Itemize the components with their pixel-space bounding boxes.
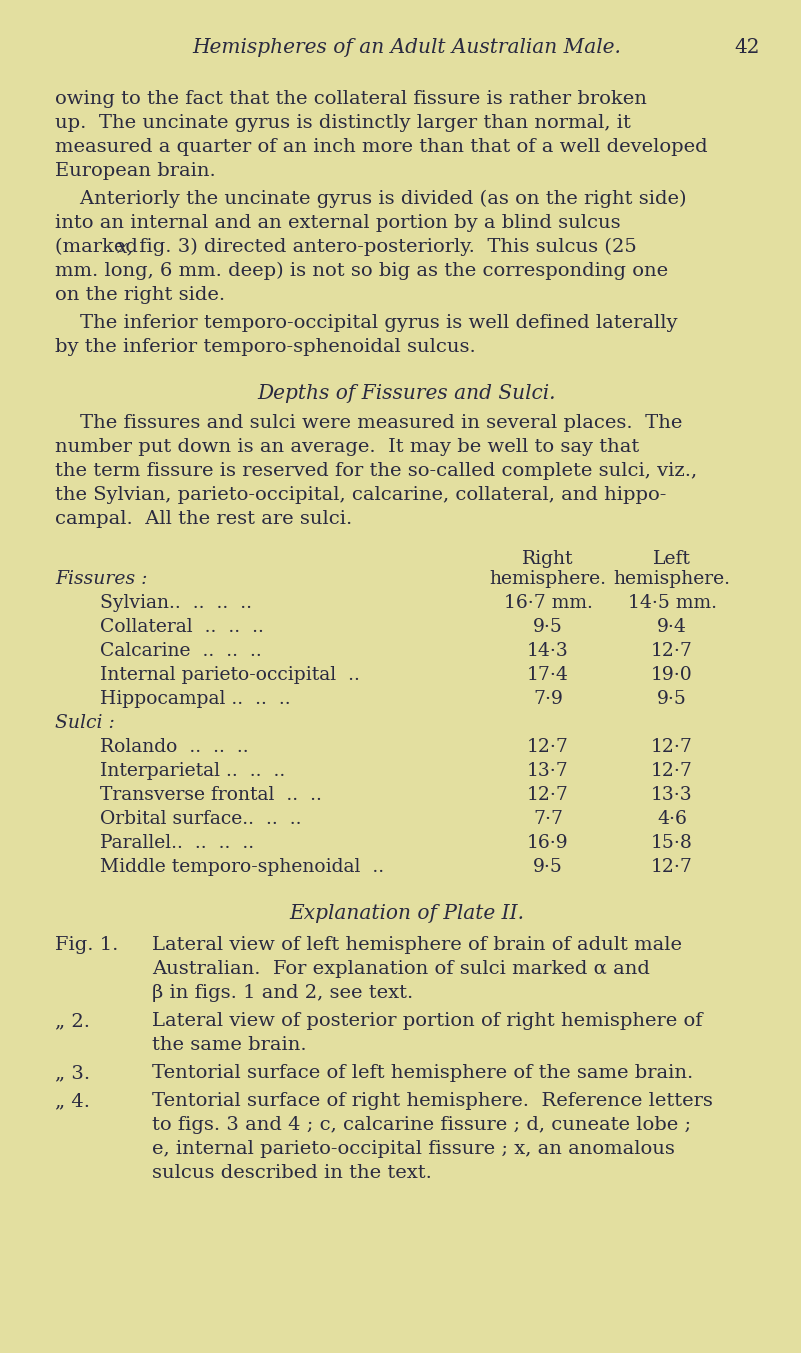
Text: Hemispheres of an Adult Australian Male.: Hemispheres of an Adult Australian Male.: [192, 38, 622, 57]
Text: Left: Left: [653, 551, 691, 568]
Text: Fig. 1.: Fig. 1.: [55, 936, 119, 954]
Text: „ 4.: „ 4.: [55, 1092, 90, 1109]
Text: 14·3: 14·3: [527, 643, 569, 660]
Text: 9·5: 9·5: [533, 618, 563, 636]
Text: hemisphere.: hemisphere.: [614, 570, 731, 589]
Text: 12·7: 12·7: [527, 737, 569, 756]
Text: the Sylvian, parieto-occipital, calcarine, collateral, and hippo-: the Sylvian, parieto-occipital, calcarin…: [55, 486, 666, 505]
Text: 12·7: 12·7: [651, 858, 693, 875]
Text: 4·6: 4·6: [657, 810, 687, 828]
Text: mm. long, 6 mm. deep) is not so big as the corresponding one: mm. long, 6 mm. deep) is not so big as t…: [55, 262, 668, 280]
Text: Anteriorly the uncinate gyrus is divided (as on the right side): Anteriorly the uncinate gyrus is divided…: [55, 189, 686, 208]
Text: The inferior temporo-occipital gyrus is well defined laterally: The inferior temporo-occipital gyrus is …: [55, 314, 678, 331]
Text: Calcarine  ..  ..  ..: Calcarine .. .. ..: [100, 643, 262, 660]
Text: 9·4: 9·4: [657, 618, 687, 636]
Text: 42: 42: [735, 38, 760, 57]
Text: 15·8: 15·8: [651, 833, 693, 852]
Text: by the inferior temporo-sphenoidal sulcus.: by the inferior temporo-sphenoidal sulcu…: [55, 338, 476, 356]
Text: Rolando  ..  ..  ..: Rolando .. .. ..: [100, 737, 248, 756]
Text: e, internal parieto-occipital fissure ; x, an anomalous: e, internal parieto-occipital fissure ; …: [152, 1141, 675, 1158]
Text: (marked: (marked: [55, 238, 144, 256]
Text: owing to the fact that the collateral fissure is rather broken: owing to the fact that the collateral fi…: [55, 91, 647, 108]
Text: „ 3.: „ 3.: [55, 1063, 91, 1082]
Text: Transverse frontal  ..  ..: Transverse frontal .. ..: [100, 786, 322, 804]
Text: 12·7: 12·7: [651, 643, 693, 660]
Text: 7·7: 7·7: [533, 810, 563, 828]
Text: Collateral  ..  ..  ..: Collateral .. .. ..: [100, 618, 264, 636]
Text: number put down is an average.  It may be well to say that: number put down is an average. It may be…: [55, 438, 639, 456]
Text: 13·3: 13·3: [651, 786, 693, 804]
Text: 16·7 mm.: 16·7 mm.: [504, 594, 593, 612]
Text: fig. 3) directed antero-posteriorly.  This sulcus (25: fig. 3) directed antero-posteriorly. Thi…: [133, 238, 637, 256]
Text: 16·9: 16·9: [527, 833, 569, 852]
Text: up.  The uncinate gyrus is distinctly larger than normal, it: up. The uncinate gyrus is distinctly lar…: [55, 114, 631, 133]
Text: 12·7: 12·7: [651, 762, 693, 779]
Text: x,: x,: [118, 238, 135, 256]
Text: Internal parieto-occipital  ..: Internal parieto-occipital ..: [100, 666, 360, 685]
Text: Right: Right: [522, 551, 574, 568]
Text: sulcus described in the text.: sulcus described in the text.: [152, 1164, 432, 1183]
Text: Parallel..  ..  ..  ..: Parallel.. .. .. ..: [100, 833, 254, 852]
Text: 17·4: 17·4: [527, 666, 569, 685]
Text: 9·5: 9·5: [533, 858, 563, 875]
Text: 9·5: 9·5: [657, 690, 687, 708]
Text: 12·7: 12·7: [527, 786, 569, 804]
Text: on the right side.: on the right side.: [55, 285, 225, 304]
Text: „ 2.: „ 2.: [55, 1012, 90, 1030]
Text: into an internal and an external portion by a blind sulcus: into an internal and an external portion…: [55, 214, 621, 231]
Text: Lateral view of left hemisphere of brain of adult male: Lateral view of left hemisphere of brain…: [152, 936, 682, 954]
Text: β in figs. 1 and 2, see text.: β in figs. 1 and 2, see text.: [152, 984, 413, 1003]
Text: Sulci :: Sulci :: [55, 714, 115, 732]
Text: Australian.  For explanation of sulci marked α and: Australian. For explanation of sulci mar…: [152, 961, 650, 978]
Text: hemisphere.: hemisphere.: [489, 570, 606, 589]
Text: The fissures and sulci were measured in several places.  The: The fissures and sulci were measured in …: [55, 414, 682, 432]
Text: Explanation of Plate II.: Explanation of Plate II.: [289, 904, 525, 923]
Text: Depths of Fissures and Sulci.: Depths of Fissures and Sulci.: [258, 384, 556, 403]
Text: measured a quarter of an inch more than that of a well developed: measured a quarter of an inch more than …: [55, 138, 707, 156]
Text: 7·9: 7·9: [533, 690, 563, 708]
Text: Hippocampal ..  ..  ..: Hippocampal .. .. ..: [100, 690, 291, 708]
Text: Middle temporo-sphenoidal  ..: Middle temporo-sphenoidal ..: [100, 858, 384, 875]
Text: the term fissure is reserved for the so-called complete sulci, viz.,: the term fissure is reserved for the so-…: [55, 461, 697, 480]
Text: 13·7: 13·7: [527, 762, 569, 779]
Text: 14·5 mm.: 14·5 mm.: [627, 594, 717, 612]
Text: Tentorial surface of left hemisphere of the same brain.: Tentorial surface of left hemisphere of …: [152, 1063, 693, 1082]
Text: the same brain.: the same brain.: [152, 1036, 307, 1054]
Text: campal.  All the rest are sulci.: campal. All the rest are sulci.: [55, 510, 352, 528]
Text: Fissures :: Fissures :: [55, 570, 147, 589]
Text: Sylvian..  ..  ..  ..: Sylvian.. .. .. ..: [100, 594, 252, 612]
Text: Interparietal ..  ..  ..: Interparietal .. .. ..: [100, 762, 285, 779]
Text: 12·7: 12·7: [651, 737, 693, 756]
Text: to figs. 3 and 4 ; c, calcarine fissure ; d, cuneate lobe ;: to figs. 3 and 4 ; c, calcarine fissure …: [152, 1116, 691, 1134]
Text: Lateral view of posterior portion of right hemisphere of: Lateral view of posterior portion of rig…: [152, 1012, 702, 1030]
Text: Orbital surface..  ..  ..: Orbital surface.. .. ..: [100, 810, 301, 828]
Text: 19·0: 19·0: [651, 666, 693, 685]
Text: European brain.: European brain.: [55, 162, 215, 180]
Text: Tentorial surface of right hemisphere.  Reference letters: Tentorial surface of right hemisphere. R…: [152, 1092, 713, 1109]
